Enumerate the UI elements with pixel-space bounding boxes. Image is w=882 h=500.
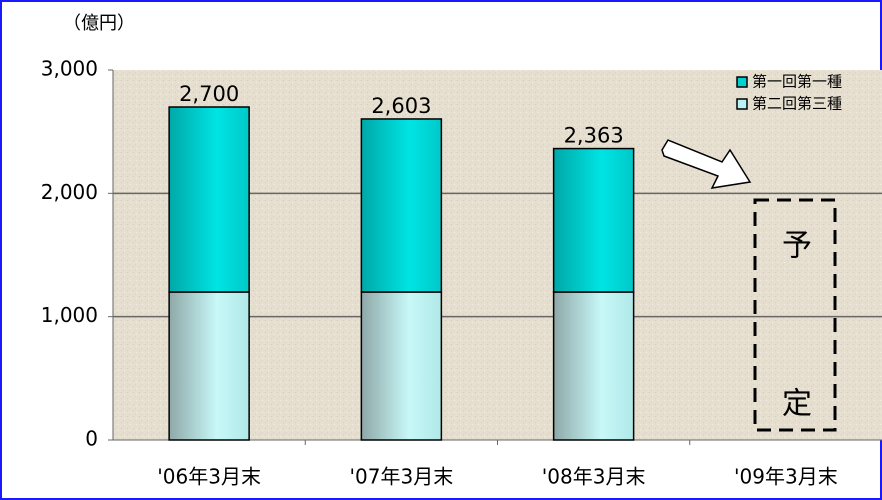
legend-label: 第一回第一種 — [752, 73, 842, 91]
bar-segment — [168, 291, 250, 441]
x-tick-label: '07年3月末 — [350, 465, 454, 489]
bar-segment — [168, 106, 250, 293]
legend-label: 第二回第三種 — [752, 95, 842, 113]
bar-segment — [552, 291, 635, 441]
x-tick-label: '09年3月末 — [734, 465, 838, 489]
bar-segment — [360, 291, 443, 441]
total-label: 2,700 — [179, 82, 239, 106]
legend-swatch — [736, 76, 748, 88]
annotation: 定 — [782, 387, 812, 422]
legend-swatch — [736, 98, 748, 110]
y-tick-label: 0 — [85, 427, 98, 451]
y-axis-label: （億円） — [63, 13, 135, 34]
y-tick-label: 3,000 — [41, 57, 98, 81]
annotation: 予 — [782, 229, 812, 264]
y-tick-label: 1,000 — [41, 303, 98, 327]
bar-segment — [360, 118, 443, 293]
arrow — [661, 139, 752, 189]
bar-segment — [552, 147, 635, 293]
y-tick-label: 2,000 — [41, 180, 98, 204]
total-label: 2,363 — [564, 124, 624, 148]
total-label: 2,603 — [371, 94, 431, 118]
x-tick-label: '06年3月末 — [157, 465, 261, 489]
x-tick-label: '08年3月末 — [542, 465, 646, 489]
